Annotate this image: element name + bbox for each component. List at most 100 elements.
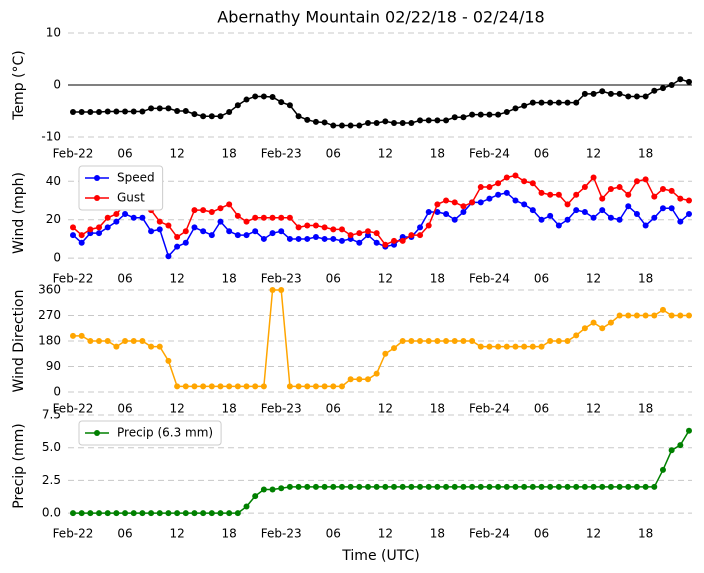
y-tick-label: 0 xyxy=(53,385,61,399)
legend-marker xyxy=(94,195,100,201)
data-point xyxy=(87,109,94,116)
data-point xyxy=(408,338,415,344)
data-point xyxy=(477,199,484,206)
data-point xyxy=(148,343,155,350)
x-tick-label: 12 xyxy=(169,527,184,541)
data-point xyxy=(312,222,319,229)
data-point xyxy=(78,109,85,116)
data-point xyxy=(686,197,692,204)
data-point xyxy=(408,119,415,126)
data-point xyxy=(521,483,528,490)
data-point xyxy=(260,235,267,242)
data-point xyxy=(269,486,276,493)
data-point xyxy=(122,108,129,115)
data-point xyxy=(616,312,623,319)
x-tick-label: 12 xyxy=(169,147,184,161)
x-tick-label: 18 xyxy=(638,527,653,541)
data-point xyxy=(642,93,649,100)
data-point xyxy=(252,93,259,100)
series-line xyxy=(73,78,690,127)
data-point xyxy=(659,85,666,92)
data-point xyxy=(260,93,267,100)
data-point xyxy=(503,109,510,116)
data-point xyxy=(217,205,224,212)
data-point xyxy=(503,483,510,490)
data-point xyxy=(408,232,415,239)
data-point xyxy=(677,442,684,449)
data-point xyxy=(659,466,666,473)
data-point xyxy=(356,230,363,237)
data-point xyxy=(486,343,493,350)
legend: Speed Gust xyxy=(78,165,164,211)
data-point xyxy=(174,243,181,250)
data-point xyxy=(434,201,441,208)
data-point xyxy=(304,383,311,390)
data-point xyxy=(547,338,554,344)
data-point xyxy=(443,338,450,344)
data-point xyxy=(512,172,519,179)
data-point xyxy=(208,209,215,216)
data-point xyxy=(347,122,354,129)
data-point xyxy=(208,113,215,120)
y-tick-label: 40 xyxy=(46,174,61,188)
data-point xyxy=(226,201,233,208)
x-tick-label: Feb-24 xyxy=(469,402,510,416)
data-point xyxy=(581,325,588,332)
data-point xyxy=(338,383,345,390)
x-tick-label: 18 xyxy=(638,402,653,416)
data-point xyxy=(486,111,493,118)
data-point xyxy=(156,105,163,112)
data-point xyxy=(78,510,85,517)
data-point xyxy=(156,343,163,350)
data-point xyxy=(668,82,675,88)
data-point xyxy=(668,447,675,454)
legend-box xyxy=(78,165,164,211)
data-point xyxy=(529,180,536,187)
data-point xyxy=(226,109,233,116)
data-point xyxy=(417,232,424,239)
data-point xyxy=(182,228,189,235)
data-point xyxy=(512,483,519,490)
data-point xyxy=(243,96,250,103)
data-point xyxy=(434,209,441,216)
data-point xyxy=(104,224,111,231)
data-point xyxy=(321,383,328,390)
x-tick-label: 06 xyxy=(117,402,132,416)
data-point xyxy=(130,108,137,115)
x-tick-label: Feb-23 xyxy=(261,147,302,161)
data-point xyxy=(417,338,424,344)
data-point xyxy=(521,201,528,208)
data-point xyxy=(616,216,623,223)
data-point xyxy=(217,113,224,120)
data-point xyxy=(182,510,189,517)
data-point xyxy=(113,218,120,225)
x-tick-label: 12 xyxy=(169,402,184,416)
data-point xyxy=(547,212,554,219)
data-point xyxy=(321,119,328,126)
x-tick-label: Feb-22 xyxy=(53,527,94,541)
data-point xyxy=(581,209,588,216)
y-tick-label: -10 xyxy=(41,130,61,144)
x-tick-label: 12 xyxy=(378,272,393,286)
data-point xyxy=(633,312,640,319)
data-point xyxy=(538,343,545,350)
data-point xyxy=(113,343,120,350)
data-point xyxy=(295,113,302,120)
data-point xyxy=(668,187,675,194)
data-point xyxy=(417,117,424,124)
x-tick-label: Feb-24 xyxy=(469,527,510,541)
data-point xyxy=(104,510,111,517)
legend-box xyxy=(78,420,222,446)
data-point xyxy=(425,117,432,124)
data-point xyxy=(70,109,76,116)
data-point xyxy=(78,232,85,239)
data-point xyxy=(451,114,458,121)
data-point xyxy=(70,224,76,231)
data-point xyxy=(581,90,588,97)
legend-marker xyxy=(94,175,100,181)
data-point xyxy=(686,78,692,85)
data-point xyxy=(581,184,588,191)
data-point xyxy=(642,312,649,319)
x-tick-label: 12 xyxy=(586,147,601,161)
data-point xyxy=(633,178,640,185)
